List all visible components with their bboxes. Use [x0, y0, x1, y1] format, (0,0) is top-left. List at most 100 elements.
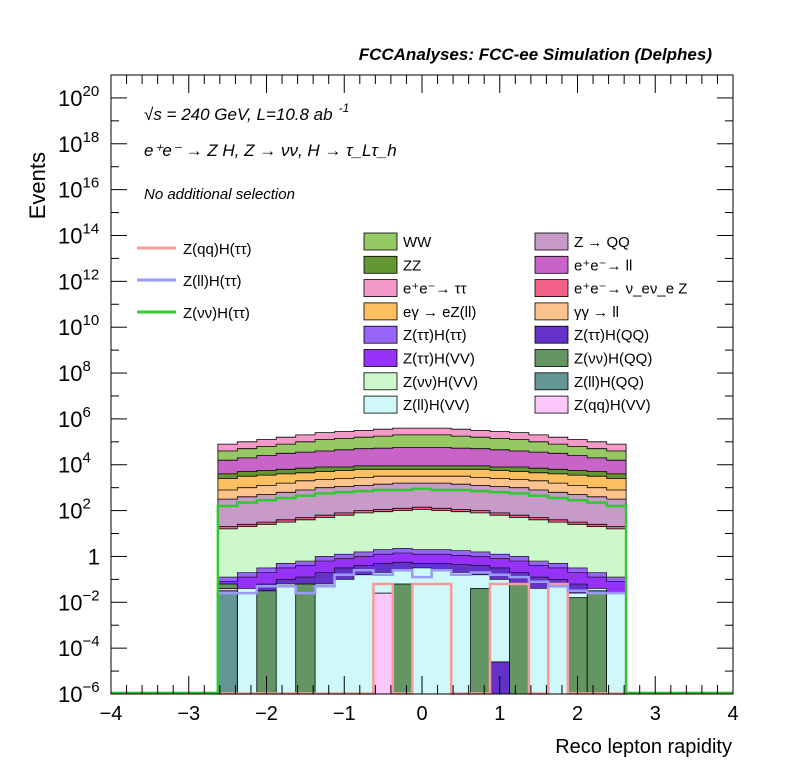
y-tick-exponent: −4 — [82, 633, 99, 650]
y-tick-base: 10 — [58, 499, 82, 524]
legend-label-z-qq-h: Z(qq)H(ττ) — [183, 241, 252, 258]
y-tick-label-0: 1 — [88, 544, 100, 569]
y-tick-base: 10 — [58, 178, 82, 203]
bar-z-h-qq-bin-19 — [586, 590, 608, 695]
y-tick-exponent: 4 — [82, 450, 90, 467]
y-tick-label-20: 1020 — [58, 83, 99, 111]
energy-lumi-sup: -1 — [339, 101, 350, 115]
y-tick-label-6: 10−6 — [58, 679, 100, 707]
x-tick-label-0: 0 — [416, 703, 427, 725]
tick-labels: −4 −3 −2 −1 0 1 2 3 410−610−410−2110210410610810… — [58, 83, 739, 725]
y-tick-base: 10 — [58, 86, 82, 111]
bar-z-h-qq-bin-15 — [509, 583, 530, 695]
legend-swatch-z-h-vv — [363, 372, 398, 391]
legend-label-z-h-vv: Z(ττ)H(VV) — [403, 351, 475, 368]
y-tick-exponent: 20 — [82, 83, 99, 100]
y-tick-label-6: 106 — [58, 404, 91, 432]
x-tick-label-3: −3 — [177, 703, 200, 725]
y-tick-label-14: 1014 — [58, 220, 99, 248]
legend-label-z-h: Z(ττ)H(ττ) — [403, 327, 467, 344]
energy-lumi-text: √s = 240 GeV, L=10.8 ab — [144, 105, 333, 124]
y-tick-base: 10 — [58, 453, 82, 478]
bar-z-h-qq-bin-13 — [470, 588, 491, 695]
y-axis-label: Events — [25, 152, 50, 219]
legend-swatch-z-ll-h-vv — [363, 395, 398, 414]
line-z-ll-h — [111, 568, 733, 695]
legend-label-z-h-qq: Z(ττ)H(QQ) — [574, 327, 649, 344]
y-tick-exponent: −6 — [82, 679, 99, 696]
y-tick-base: 10 — [58, 682, 82, 707]
legend-label-ww: WW — [403, 234, 432, 251]
y-tick-base: 10 — [58, 132, 82, 157]
legend-swatch-e-ez-ll — [363, 302, 398, 321]
y-tick-label-16: 1016 — [58, 175, 99, 203]
y-tick-exponent: 18 — [82, 129, 99, 146]
y-tick-exponent: 8 — [82, 358, 90, 375]
x-tick-label-1: 1 — [494, 703, 505, 725]
legend-swatch-z-qq-h-vv — [534, 395, 569, 414]
legend-swatch-z-h-qq — [534, 349, 569, 367]
y-tick-exponent: 2 — [82, 496, 90, 513]
bar-z-h-qq-bin-4 — [295, 583, 316, 695]
legend: Z(qq)H(ττ) Z(ll)H(ττ) Z(νν)H(ττ) WW Z → QQ ZZ… — [137, 232, 687, 414]
y-tick-label-12: 1012 — [58, 266, 99, 294]
y-tick-exponent: 16 — [82, 175, 99, 192]
legend-label-e-e-ll: e⁺e⁻→ ll — [574, 257, 632, 274]
y-tick-base: 10 — [58, 269, 82, 294]
legend-label-z-qq-h-vv: Z(qq)H(VV) — [574, 397, 651, 414]
legend-swatch-e-e-e-e-z — [534, 279, 569, 298]
legend-label-e-e-e-e-z: e⁺e⁻→ ν_eν_e Z — [574, 281, 687, 298]
x-tick-label-4: 4 — [727, 703, 738, 725]
y-tick-label-10: 1010 — [58, 312, 99, 340]
legend-label-e-e: e⁺e⁻→ ττ — [403, 281, 467, 298]
y-tick-base: 10 — [58, 590, 82, 615]
legend-label-ll: γγ → ll — [574, 304, 619, 321]
x-tick-label-2: −2 — [255, 703, 278, 725]
y-tick-exponent: −2 — [82, 587, 99, 604]
y-tick-exponent: 14 — [82, 220, 99, 237]
legend-swatch-z-ll-h-qq — [534, 372, 569, 391]
legend-swatch-z-h-qq — [534, 325, 569, 344]
legend-label-z-qq: Z → QQ — [574, 234, 630, 251]
y-tick-label-18: 1018 — [58, 129, 99, 157]
axis-ticks — [110, 74, 733, 695]
y-tick-exponent: 6 — [82, 404, 90, 421]
legend-swatch-e-e — [363, 279, 398, 298]
x-tick-label-4: −4 — [100, 703, 123, 725]
legend-label-z-ll-h: Z(ll)H(ττ) — [183, 273, 242, 290]
y-tick-base: 10 — [58, 636, 82, 661]
legend-label-zz: ZZ — [403, 257, 421, 274]
legend-label-z-h-vv: Z(νν)H(VV) — [403, 374, 478, 391]
legend-swatch-zz — [363, 255, 398, 274]
y-tick-exponent: 12 — [82, 266, 99, 283]
bar-z-qq-h-vv-bin-8 — [372, 592, 394, 695]
legend-label-z-ll-h-vv: Z(ll)H(VV) — [403, 397, 470, 414]
legend-swatch-z-h-vv — [363, 349, 398, 367]
legend-label-e-ez-ll: eγ → eZ(ll) — [403, 304, 476, 321]
y-tick-label-4: 10−4 — [58, 633, 100, 661]
y-tick-label-2: 10−2 — [58, 587, 100, 615]
y-tick-exponent: 10 — [82, 312, 99, 329]
y-tick-label-8: 108 — [58, 358, 91, 386]
legend-label-z-ll-h-qq: Z(ll)H(QQ) — [574, 374, 644, 391]
chart-title: FCCAnalyses: FCC-ee Simulation (Delphes) — [359, 45, 713, 64]
energy-lumi-annotation: √s = 240 GeV, L=10.8 ab -1 — [144, 101, 349, 124]
line-z-h — [111, 487, 733, 695]
y-tick-label-4: 104 — [58, 450, 91, 478]
y-tick-base: 10 — [58, 361, 82, 386]
bar-z-ll-h-qq-bin-0 — [217, 590, 238, 695]
y-tick-base: 10 — [58, 315, 82, 340]
legend-swatch-ww — [363, 232, 398, 251]
x-tick-label-1: −1 — [333, 703, 356, 725]
bar-z-h-qq-bin-9 — [392, 583, 413, 695]
selection-annotation: No additional selection — [144, 186, 295, 203]
legend-swatch-ll — [534, 302, 569, 321]
legend-swatch-z-qq — [534, 232, 569, 251]
process-annotation: e⁺e⁻ → Z H, Z → νν, H → τ_Lτ_h — [144, 141, 397, 160]
legend-label-z-h: Z(νν)H(ττ) — [183, 305, 250, 322]
annotations: √s = 240 GeV, L=10.8 ab -1 e⁺e⁻ → Z H, Z … — [144, 101, 397, 203]
legend-label-z-h-qq: Z(νν)H(QQ) — [574, 351, 652, 368]
y-tick-base: 10 — [58, 223, 82, 248]
legend-swatch-z-h — [363, 325, 398, 344]
